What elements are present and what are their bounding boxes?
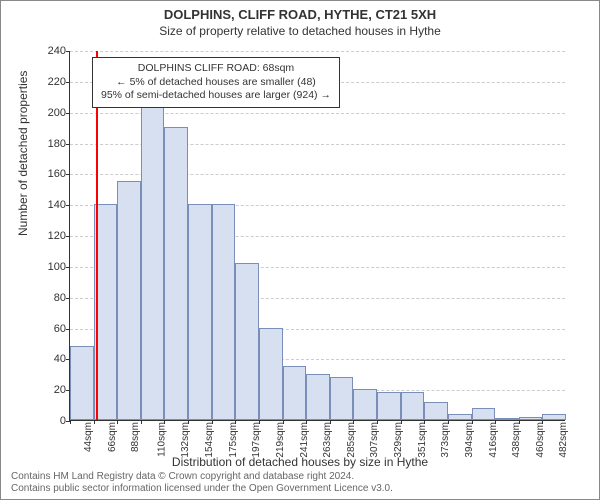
histogram-bar [188,204,212,420]
x-tick-mark [70,420,71,424]
y-tick-label: 0 [60,415,70,427]
x-tick-label: 132sqm [176,422,191,458]
histogram-bar [377,392,401,420]
histogram-bar [212,204,236,420]
x-tick-label: 307sqm [365,422,380,458]
x-tick-mark [424,420,425,424]
chart-container: DOLPHINS, CLIFF ROAD, HYTHE, CT21 5XH Si… [0,0,600,500]
x-tick-mark [377,420,378,424]
annotation-line2: ← 5% of detached houses are smaller (48) [101,76,331,90]
x-tick-label: 394sqm [460,422,475,458]
x-tick-label: 175sqm [223,422,238,458]
y-tick-label: 60 [54,323,70,335]
x-tick-label: 482sqm [554,422,569,458]
histogram-bar [70,346,94,420]
y-tick-label: 180 [48,138,70,150]
x-tick-mark [117,420,118,424]
x-tick-mark [353,420,354,424]
annotation-box: DOLPHINS CLIFF ROAD: 68sqm ← 5% of detac… [92,57,340,108]
histogram-bar [401,392,425,420]
x-tick-mark [164,420,165,424]
x-tick-label: 438sqm [507,422,522,458]
x-tick-mark [235,420,236,424]
histogram-bar [330,377,354,420]
annotation-line1: DOLPHINS CLIFF ROAD: 68sqm [101,62,331,76]
y-tick-label: 40 [54,353,70,365]
x-tick-label: 44sqm [79,422,94,452]
attribution: Contains HM Land Registry data © Crown c… [11,471,393,495]
x-tick-mark [519,420,520,424]
x-tick-mark [542,420,543,424]
x-tick-mark [472,420,473,424]
y-tick-label: 160 [48,168,70,180]
x-tick-mark [448,420,449,424]
histogram-bar [542,414,566,420]
histogram-bar [141,81,165,420]
chart-subtitle: Size of property relative to detached ho… [1,22,599,38]
histogram-bar [259,328,283,421]
gridline [70,51,565,52]
histogram-bar [495,418,519,420]
x-tick-mark [188,420,189,424]
chart-title: DOLPHINS, CLIFF ROAD, HYTHE, CT21 5XH [1,1,599,22]
x-tick-label: 460sqm [531,422,546,458]
histogram-bar [283,366,307,420]
histogram-bar [472,408,496,420]
y-axis-label: Number of detached properties [16,71,30,236]
histogram-bar [448,414,472,420]
x-tick-mark [401,420,402,424]
histogram-bar [117,181,141,420]
histogram-bar [519,417,543,420]
y-tick-label: 100 [48,261,70,273]
attribution-line1: Contains HM Land Registry data © Crown c… [11,471,393,483]
histogram-bar [235,263,259,420]
y-tick-label: 80 [54,292,70,304]
histogram-bar [164,127,188,420]
x-tick-label: 110sqm [152,422,167,457]
x-tick-label: 351sqm [412,422,427,458]
plot-area: DOLPHINS CLIFF ROAD: 68sqm ← 5% of detac… [69,51,565,421]
x-tick-label: 241sqm [294,422,309,458]
histogram-bar [306,374,330,420]
y-tick-label: 140 [48,199,70,211]
x-axis-label: Distribution of detached houses by size … [1,455,599,469]
y-tick-label: 240 [48,45,70,57]
y-tick-label: 20 [54,384,70,396]
histogram-bar [424,402,448,421]
x-tick-mark [94,420,95,424]
x-tick-label: 154sqm [200,422,215,458]
histogram-bar [353,389,377,420]
x-tick-mark [259,420,260,424]
x-tick-mark [141,420,142,424]
x-tick-label: 285sqm [342,422,357,458]
y-tick-label: 120 [48,230,70,242]
x-tick-label: 416sqm [483,422,498,458]
x-tick-label: 263sqm [318,422,333,458]
x-tick-mark [212,420,213,424]
plot: DOLPHINS CLIFF ROAD: 68sqm ← 5% of detac… [69,51,565,421]
x-tick-label: 197sqm [247,422,262,458]
x-tick-label: 219sqm [271,422,286,458]
annotation-line3: 95% of semi-detached houses are larger (… [101,89,331,103]
x-tick-label: 329sqm [389,422,404,458]
x-tick-mark [283,420,284,424]
x-tick-label: 88sqm [126,422,141,452]
x-tick-label: 373sqm [436,422,451,458]
x-tick-mark [306,420,307,424]
x-tick-mark [495,420,496,424]
y-tick-label: 220 [48,76,70,88]
attribution-line2: Contains public sector information licen… [11,483,393,495]
x-tick-mark [330,420,331,424]
y-tick-label: 200 [48,107,70,119]
x-tick-label: 66sqm [103,422,118,452]
